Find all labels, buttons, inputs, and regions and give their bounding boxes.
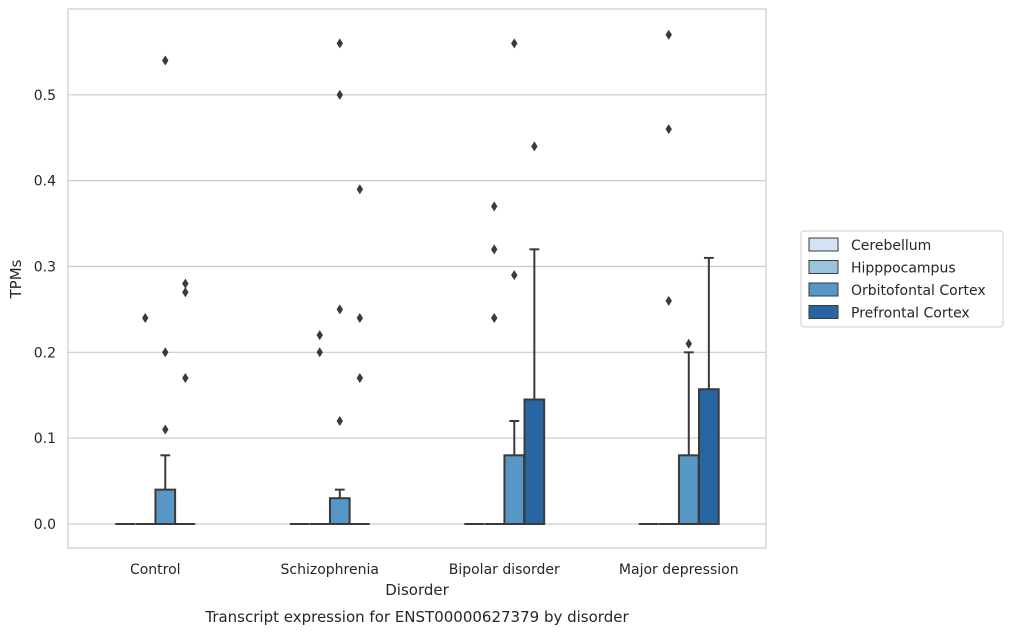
- x-axis-ticks: Control Schizophrenia Bipolar disorder Majo…: [130, 562, 739, 578]
- box-3-3: [698, 256, 720, 525]
- outlier-point: [491, 201, 498, 212]
- legend-frame: [800, 230, 1004, 328]
- outlier-point: [356, 184, 364, 195]
- outlier-point: [336, 89, 343, 100]
- box-body: [523, 398, 546, 525]
- outlier-point: [665, 29, 672, 40]
- legend-label: Orbitofontal Cortex: [851, 283, 986, 299]
- outlier-point: [336, 38, 343, 49]
- legend-label: Prefrontal Cortex: [851, 306, 970, 322]
- box-body: [698, 388, 720, 525]
- outlier-point: [511, 38, 518, 49]
- x-tick-label: Major depression: [619, 562, 739, 578]
- legend-swatch: [808, 260, 839, 274]
- box-3-2: [523, 248, 546, 525]
- outlier-point: [665, 295, 672, 306]
- legend-swatch: [808, 305, 839, 319]
- x-axis-title: Disorder: [385, 581, 449, 599]
- outlier-point: [491, 312, 498, 323]
- legend-swatch: [808, 282, 839, 297]
- outlier-point: [336, 304, 343, 315]
- legend-label: Hipppocampus: [851, 261, 956, 277]
- y-tick-label: 0.4: [34, 174, 56, 190]
- box-body: [154, 488, 177, 525]
- outlier-point: [356, 312, 364, 323]
- outlier-points: [142, 29, 692, 435]
- y-axis-ticks: 0.0 0.1 0.2 0.3 0.4 0.5: [34, 88, 56, 533]
- outlier-point: [316, 347, 323, 358]
- grid-lines: [68, 94, 766, 525]
- plot-area-frame: [67, 8, 767, 549]
- y-tick-label: 0.3: [34, 259, 56, 275]
- y-tick-label: 0.2: [34, 345, 56, 361]
- chart-title: Transcript expression for ENST0000062737…: [204, 608, 629, 626]
- outlier-point: [162, 424, 169, 435]
- outlier-point: [531, 141, 538, 152]
- outlier-point: [491, 244, 498, 255]
- outlier-point: [162, 347, 169, 358]
- x-tick-label: Control: [130, 562, 181, 578]
- box-body: [677, 454, 700, 525]
- outlier-point: [336, 415, 343, 426]
- outlier-point: [142, 312, 149, 323]
- y-tick-label: 0.1: [34, 431, 56, 447]
- legend-swatch: [808, 237, 839, 252]
- y-tick-label: 0.5: [34, 88, 56, 104]
- box-body: [503, 454, 526, 525]
- x-tick-label: Bipolar disorder: [449, 562, 560, 578]
- outlier-point: [182, 373, 189, 384]
- outlier-point: [356, 373, 364, 384]
- box-2-1: [328, 488, 351, 525]
- box-body: [328, 497, 351, 525]
- y-axis-title: TPMs: [7, 259, 25, 299]
- outlier-point: [182, 278, 189, 289]
- y-tick-label: 0.0: [34, 517, 56, 533]
- outlier-point: [182, 287, 189, 298]
- box-plot-boxes: [115, 248, 720, 525]
- legend-label: Cerebellum: [851, 238, 931, 254]
- outlier-point: [511, 270, 518, 281]
- legend: Cerebellum Hipppocampus Orbitofontal Corte…: [800, 230, 1004, 328]
- box-2-3: [677, 351, 700, 525]
- outlier-point: [316, 330, 323, 341]
- box-2-2: [503, 419, 526, 525]
- outlier-point: [685, 338, 692, 349]
- box-2-0: [154, 454, 177, 525]
- outlier-point: [162, 55, 169, 66]
- x-tick-label: Schizophrenia: [281, 562, 379, 578]
- outlier-point: [665, 124, 672, 135]
